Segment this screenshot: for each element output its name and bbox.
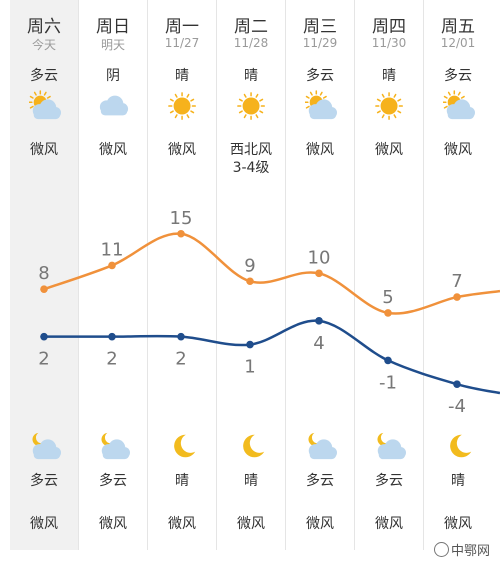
- partly-cloudy-night-icon: [377, 432, 406, 460]
- night-wind: 微风: [375, 516, 403, 532]
- day-of-week: 周日: [96, 17, 130, 37]
- day-condition: 多云: [444, 68, 472, 84]
- date-label: 11/27: [164, 36, 200, 50]
- sunny-icon: [375, 92, 403, 120]
- day-of-week: 周一: [165, 17, 199, 37]
- day-column[interactable]: 周四 11/30 晴微风 多云 微风: [354, 0, 423, 550]
- day-condition: 晴: [244, 68, 258, 84]
- date-label: 11/30: [371, 36, 407, 50]
- cloudy-icon: [99, 95, 129, 116]
- sunny-icon: [168, 92, 196, 120]
- moon-icon: [450, 434, 472, 458]
- date-label: 11/28: [233, 36, 269, 50]
- day-condition: 多云: [306, 68, 334, 84]
- date-label: 12/01: [440, 36, 476, 50]
- watermark-logo-icon: [433, 542, 449, 557]
- wind-line: 微风: [168, 142, 196, 158]
- day-column[interactable]: 周六 今天 多云 微风 多云 微风: [10, 0, 78, 550]
- day-column[interactable]: 周五 12/01 多云 微风 晴微风: [423, 0, 492, 550]
- wind-line: 微风: [375, 142, 403, 158]
- partly-cloudy-night-icon: [32, 432, 61, 460]
- day-condition: 阴: [106, 68, 120, 84]
- night-condition: 多云: [375, 473, 403, 489]
- night-condition: 多云: [99, 473, 127, 489]
- moon-icon: [243, 434, 265, 458]
- night-wind: 微风: [237, 516, 265, 532]
- day-column[interactable]: 周三 11/29 多云 微风 多云 微风: [285, 0, 354, 550]
- day-of-week: 周五: [441, 17, 475, 37]
- day-wind: 微风: [10, 141, 78, 159]
- day-condition: 晴: [382, 68, 396, 84]
- day-wind: 微风: [79, 141, 147, 159]
- night-condition: 多云: [30, 473, 58, 489]
- partly-cloudy-day-icon: [29, 90, 61, 120]
- day-of-week: 周六: [27, 17, 61, 37]
- day-wind: 微风: [424, 141, 492, 159]
- date-label: 11/29: [302, 36, 338, 50]
- day-of-week: 周二: [234, 17, 268, 37]
- moon-icon: [174, 434, 196, 458]
- day-of-week: 周三: [303, 17, 337, 37]
- wind-line: 微风: [99, 142, 127, 158]
- date-label: 今天: [31, 38, 56, 52]
- wind-line: 微风: [444, 142, 472, 158]
- partly-cloudy-day-icon: [443, 90, 475, 120]
- watermark-text: 中鄂网: [450, 544, 490, 559]
- night-wind: 微风: [99, 516, 127, 532]
- day-wind: 微风: [286, 141, 354, 159]
- partly-cloudy-night-icon: [101, 432, 130, 460]
- day-of-week: 周四: [372, 17, 406, 37]
- day-condition: 多云: [30, 68, 58, 84]
- night-condition: 多云: [306, 473, 334, 489]
- night-wind: 微风: [306, 516, 334, 532]
- wind-line: 西北风: [230, 142, 272, 158]
- date-label: 明天: [100, 38, 125, 52]
- day-column[interactable]: 周二 11/28 晴西北风 3-4级 晴微风: [216, 0, 285, 550]
- wind-line: 微风: [30, 142, 58, 158]
- night-wind: 微风: [444, 516, 472, 532]
- day-column[interactable]: 周一 11/27 晴微风 晴微风: [147, 0, 216, 550]
- wind-line: 3-4级: [232, 160, 270, 176]
- day-wind: 微风: [355, 141, 423, 159]
- partly-cloudy-day-icon: [305, 90, 337, 120]
- night-wind: 微风: [30, 516, 58, 532]
- partly-cloudy-night-icon: [308, 432, 337, 460]
- night-condition: 晴: [451, 473, 465, 489]
- day-condition: 晴: [175, 68, 189, 84]
- night-wind: 微风: [168, 516, 196, 532]
- wind-line: 微风: [306, 142, 334, 158]
- night-condition: 晴: [175, 473, 189, 489]
- day-wind: 微风: [148, 141, 216, 159]
- day-wind: 西北风 3-4级: [217, 141, 285, 177]
- day-column[interactable]: 周日 明天阴 微风 多云 微风: [78, 0, 147, 550]
- sunny-icon: [237, 92, 265, 120]
- watermark: 中鄂网: [433, 540, 490, 559]
- night-condition: 晴: [244, 473, 258, 489]
